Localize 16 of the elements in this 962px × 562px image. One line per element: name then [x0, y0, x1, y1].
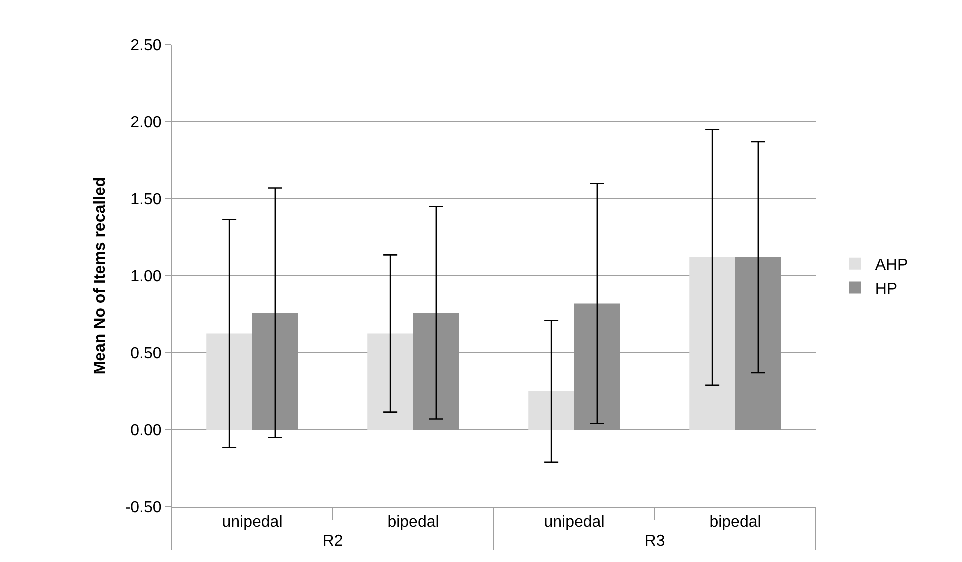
- y-tick-label: 2.00: [130, 114, 162, 132]
- y-tick-label: 0.50: [130, 346, 162, 363]
- y-tick-label: 1.50: [130, 192, 162, 209]
- legend-label: HP: [875, 280, 898, 298]
- x-tick-label: bipedal: [388, 514, 440, 532]
- text: R3: [644, 533, 666, 550]
- text: R2: [322, 533, 344, 550]
- x-tick-label: unipedal: [544, 514, 605, 532]
- y-tick-label: 2.50: [130, 38, 162, 55]
- legend-label: AHP: [875, 257, 908, 274]
- y-axis-title: Mean No of Items recalled: [92, 177, 110, 375]
- x-tick-label: unipedal: [222, 514, 283, 532]
- y-tick-label: -0.50: [125, 500, 162, 517]
- x-tick-label: bipedal: [710, 514, 762, 532]
- y-tick-label: 1.00: [130, 268, 162, 286]
- y-tick-label: 0.00: [130, 422, 162, 440]
